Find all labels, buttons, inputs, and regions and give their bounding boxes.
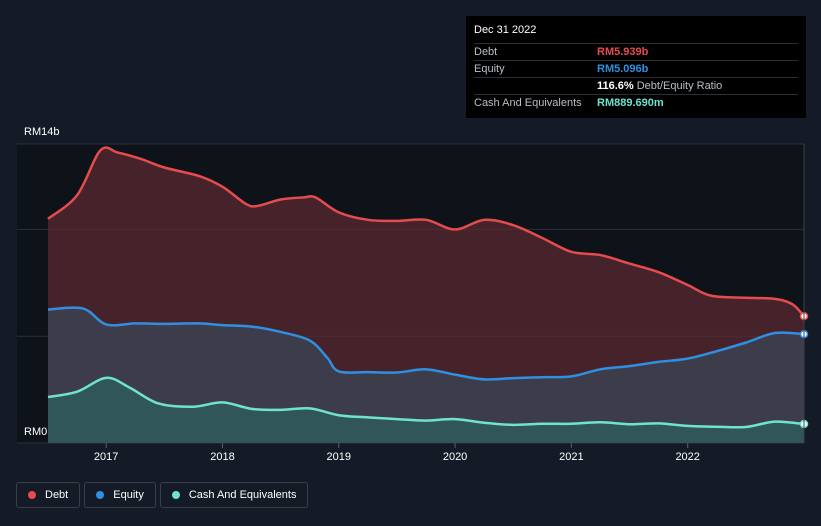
legend: Debt Equity Cash And Equivalents bbox=[16, 482, 309, 508]
tooltip-row-ratio: 116.6% Debt/Equity Ratio bbox=[474, 77, 798, 94]
x-tick-label-2019: 2019 bbox=[327, 451, 351, 463]
legend-item-cash[interactable]: Cash And Equivalents bbox=[159, 482, 309, 508]
x-tick-label-2022: 2022 bbox=[675, 451, 699, 463]
legend-equity-label: Equity bbox=[113, 489, 144, 501]
legend-cash-label: Cash And Equivalents bbox=[188, 489, 297, 501]
legend-equity-dot-icon bbox=[96, 491, 105, 499]
tooltip-equity-label: Equity bbox=[474, 63, 505, 75]
x-axis-ticks: 2017 2018 2019 2020 2021 2022 bbox=[94, 443, 700, 463]
equity-line bbox=[47, 306, 805, 381]
tooltip-cash-value: RM889.690m bbox=[597, 97, 664, 109]
legend-cash-dot-icon bbox=[171, 491, 180, 499]
tooltip-debt-value: RM5.939b bbox=[597, 46, 649, 58]
legend-debt-label: Debt bbox=[45, 489, 69, 501]
debt-line bbox=[47, 146, 805, 318]
tooltip-debt-label: Debt bbox=[474, 46, 498, 58]
x-tick-label-2018: 2018 bbox=[210, 451, 234, 463]
tooltip-row-debt: Debt RM5.939b bbox=[474, 43, 798, 60]
series-endpoints bbox=[799, 144, 809, 443]
x-tick-label-2017: 2017 bbox=[94, 451, 118, 463]
legend-item-equity[interactable]: Equity bbox=[84, 482, 156, 508]
tooltip-date: Dec 31 2022 bbox=[474, 24, 537, 36]
y-axis-top-label: RM14b bbox=[24, 126, 59, 138]
cash-area bbox=[48, 377, 804, 443]
tooltip-cash-label: Cash And Equivalents bbox=[474, 97, 582, 109]
tooltip-ratio-label bbox=[474, 78, 597, 94]
y-axis-bottom-label: RM0 bbox=[24, 426, 47, 438]
tooltip-equity-value: RM5.096b bbox=[597, 63, 649, 75]
x-tick-label-2021: 2021 bbox=[559, 451, 583, 463]
tooltip-ratio-value: 116.6% bbox=[597, 80, 634, 92]
series-lines bbox=[47, 146, 805, 429]
x-tick-label-2020: 2020 bbox=[443, 451, 467, 463]
tooltip-row-equity: Equity RM5.096b bbox=[474, 60, 798, 77]
series-areas bbox=[48, 147, 804, 443]
legend-debt-dot-icon bbox=[28, 491, 36, 499]
cash-line bbox=[47, 376, 805, 429]
tooltip-ratio-suffix: Debt/Equity Ratio bbox=[636, 80, 723, 92]
tooltip-panel: Dec 31 2022 Debt RM5.939b Equity RM5.096… bbox=[466, 16, 806, 118]
legend-item-debt[interactable]: Debt bbox=[16, 482, 81, 508]
tooltip-row-cash: Cash And Equivalents RM889.690m bbox=[474, 94, 798, 111]
